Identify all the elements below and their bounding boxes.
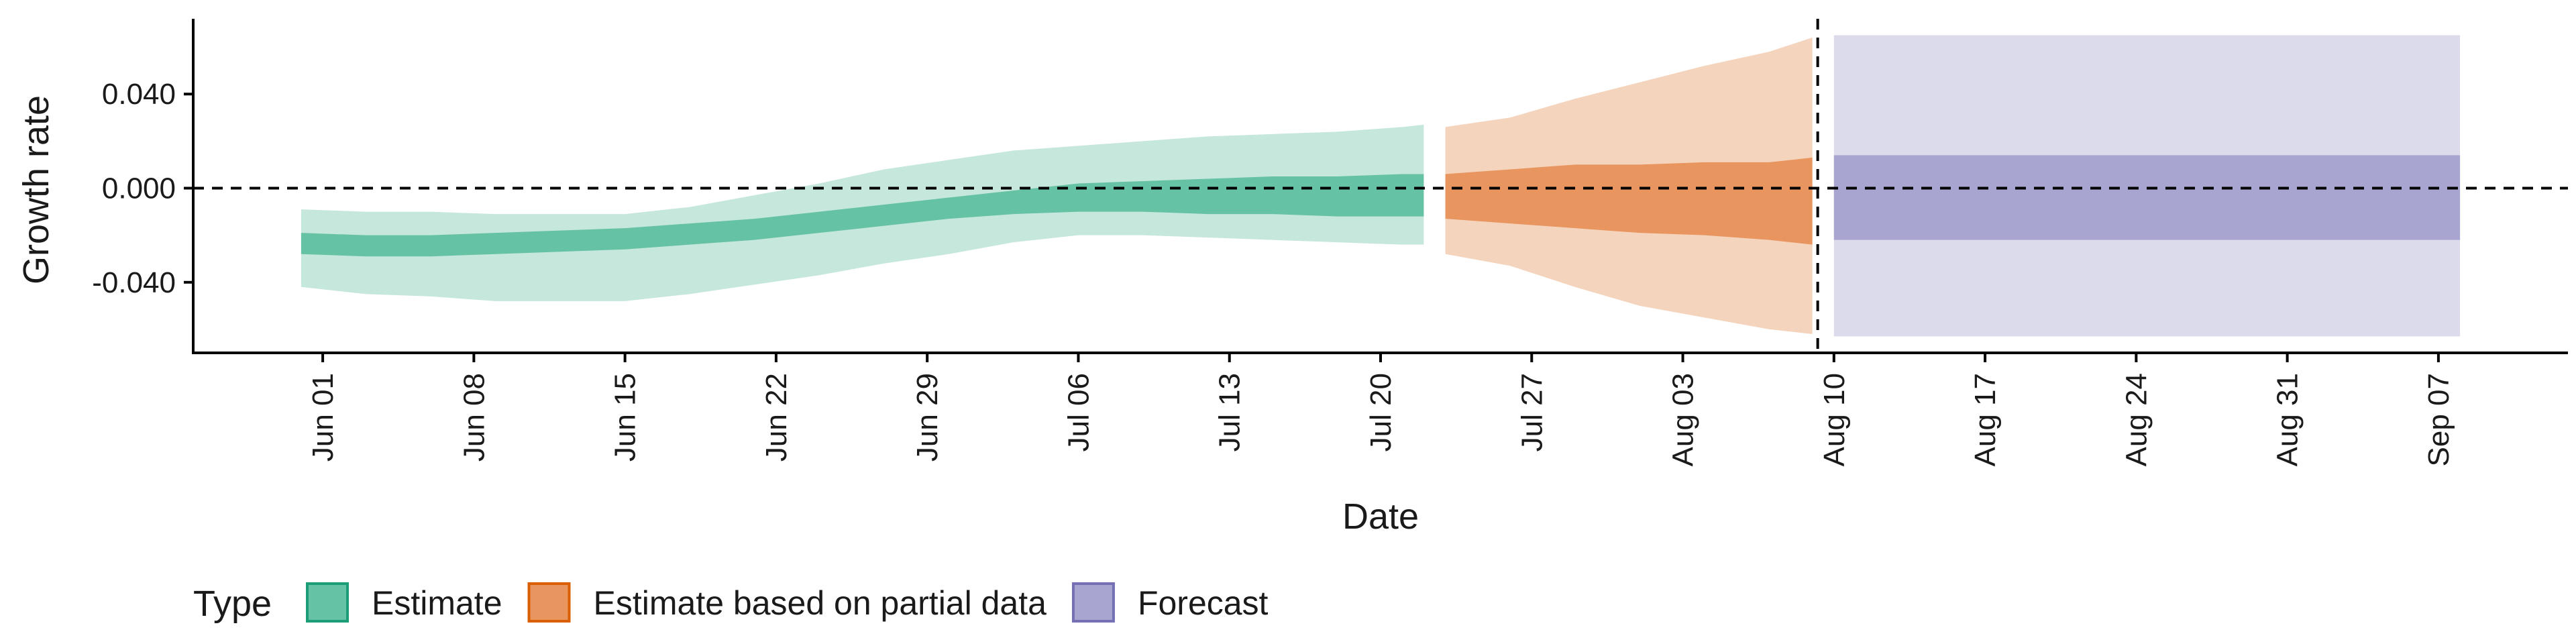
y-tick-label: 0.040 (102, 78, 176, 111)
x-tick-label: Aug 17 (1969, 373, 2002, 466)
x-tick-label: Jun 22 (760, 373, 793, 462)
x-tick-label: Jul 27 (1515, 373, 1548, 451)
x-axis-ticks: Jun 01 Jun 08 Jun 15 Jun 22 Jun 29 Jul 06 Jul … (307, 353, 2455, 466)
estimate-based-on-partial-data-inner-band (1445, 157, 1813, 245)
forecast-legend-swatch (1071, 582, 1115, 623)
y-tick-label: -0.040 (92, 266, 176, 299)
x-tick-label: Sep 07 (2422, 373, 2455, 466)
legend-title: Type (193, 584, 272, 624)
x-tick-label: Jun 29 (911, 373, 944, 462)
x-tick-label: Aug 31 (2271, 373, 2304, 466)
uncertainty-bands (301, 35, 2461, 337)
legend: Type Estimate Estimate based on partial d… (193, 582, 1269, 624)
forecast-legend-label: Forecast (1138, 584, 1269, 622)
estimate-based-on-partial-data-legend-label: Estimate based on partial data (594, 584, 1047, 622)
x-axis-title: Date (1342, 496, 1419, 537)
x-tick-label: Jul 13 (1214, 373, 1246, 451)
estimate-legend-swatch (306, 582, 349, 623)
estimate-inner-band (301, 174, 1424, 257)
reference-lines (193, 19, 2568, 353)
x-tick-label: Aug 24 (2120, 373, 2153, 466)
estimate-legend-label: Estimate (372, 584, 502, 622)
y-axis-ticks: 0.040 0.000 -0.040 (92, 78, 193, 299)
x-tick-label: Jun 01 (307, 373, 339, 462)
x-tick-label: Aug 03 (1667, 373, 1700, 466)
x-tick-label: Jun 08 (458, 373, 490, 462)
y-tick-label: 0.000 (102, 172, 176, 205)
forecast-inner-band (1833, 155, 2461, 240)
x-tick-label: Jul 06 (1062, 373, 1095, 451)
y-axis-title: Growth rate (16, 95, 56, 284)
x-tick-label: Jul 20 (1364, 373, 1397, 451)
estimate-based-on-partial-data-legend-swatch (527, 582, 571, 623)
x-tick-label: Aug 10 (1818, 373, 1851, 466)
x-tick-label: Jun 15 (609, 373, 642, 462)
